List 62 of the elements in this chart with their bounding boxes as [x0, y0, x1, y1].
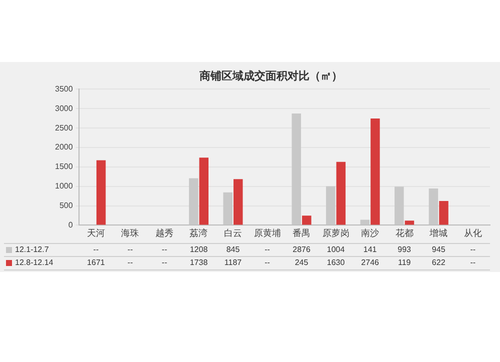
legend-label: 12.1-12.7	[15, 245, 50, 254]
data-label: 1738	[190, 258, 208, 268]
text: --	[470, 258, 476, 268]
x-tick-label: 荔湾	[190, 228, 208, 238]
text: --	[162, 245, 168, 254]
y-tick-label: 2000	[55, 142, 74, 152]
data-label: 141	[363, 245, 378, 254]
bar	[96, 160, 106, 225]
x-tick-label: 增城	[428, 228, 448, 238]
data-label: 993	[398, 245, 412, 254]
text: --	[264, 245, 270, 254]
y-tick-label: 1000	[55, 182, 74, 191]
data-label: 1630	[326, 258, 346, 268]
data-label: 1671	[87, 258, 106, 268]
y-tick-label: 500	[59, 200, 74, 210]
bar	[360, 220, 370, 225]
bar	[292, 113, 302, 225]
x-tick-label: 原黄埔	[254, 228, 281, 238]
text: --	[93, 245, 99, 254]
text: --	[128, 245, 133, 254]
bar	[428, 188, 438, 225]
y-tick-label: 0	[68, 220, 74, 230]
data-label: 2746	[361, 258, 380, 268]
x-tick-label: 原萝岗	[322, 228, 350, 238]
y-tick-label: 1500	[55, 162, 74, 172]
x-tick-label: 花都	[395, 228, 414, 238]
x-tick-label: 越秀	[155, 228, 174, 238]
bar	[326, 186, 336, 225]
data-label: 845	[226, 245, 240, 254]
x-tick-label: 海珠	[121, 228, 140, 238]
x-tick-label: 从化	[464, 228, 482, 238]
data-label: 1004	[326, 245, 346, 254]
y-tick-label: 3500	[55, 84, 74, 94]
bar	[439, 201, 448, 225]
legend-label: 12.8-12.14	[15, 258, 54, 268]
x-tick-label: 番禺	[292, 228, 311, 238]
data-label: 1208	[190, 245, 208, 254]
chart-title: 商铺区域成交面积对比（㎡）	[198, 70, 342, 83]
data-label: 2876	[292, 245, 311, 254]
text: --	[162, 258, 168, 268]
y-tick-label: 2500	[55, 123, 74, 132]
bar	[223, 192, 232, 225]
x-tick-label: 南沙	[361, 228, 380, 238]
data-label: 1187	[224, 258, 242, 268]
text: --	[470, 245, 476, 254]
bar	[234, 179, 243, 225]
text: --	[264, 258, 270, 268]
data-label: 622	[432, 258, 446, 268]
bar	[188, 178, 198, 225]
bar	[336, 162, 346, 225]
x-tick-label: 白云	[224, 228, 242, 238]
data-label: 245	[294, 258, 309, 268]
data-label: 119	[398, 258, 412, 268]
bar	[394, 186, 404, 225]
bar	[199, 158, 208, 225]
text: --	[128, 258, 133, 268]
bar	[302, 216, 312, 225]
y-tick-label: 3000	[55, 104, 74, 113]
bar	[404, 220, 414, 225]
bar	[370, 118, 380, 225]
data-label: 945	[432, 245, 446, 254]
x-tick-label: 天河	[86, 228, 105, 238]
